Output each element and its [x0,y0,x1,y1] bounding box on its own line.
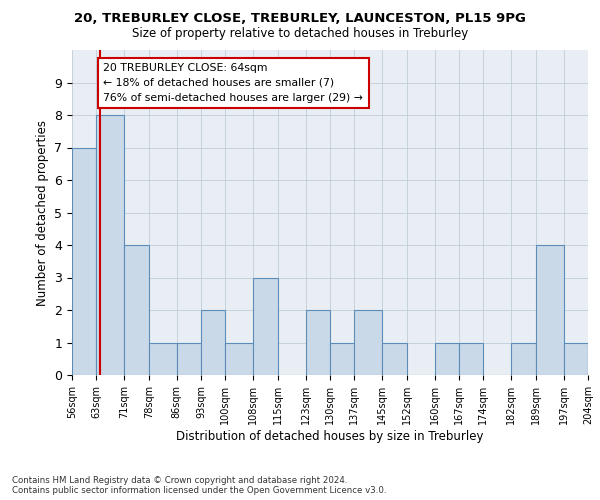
Bar [97,115,124,375]
Bar [176,342,201,375]
Bar [124,245,149,375]
Bar [330,342,355,375]
Bar [226,342,253,375]
Bar [253,278,278,375]
Bar [563,342,588,375]
Bar [355,310,382,375]
Bar [536,245,563,375]
Y-axis label: Number of detached properties: Number of detached properties [36,120,49,306]
Text: 20, TREBURLEY CLOSE, TREBURLEY, LAUNCESTON, PL15 9PG: 20, TREBURLEY CLOSE, TREBURLEY, LAUNCEST… [74,12,526,26]
Bar [305,310,330,375]
Bar [588,342,600,375]
Bar [382,342,407,375]
Bar [511,342,536,375]
Text: 20 TREBURLEY CLOSE: 64sqm
← 18% of detached houses are smaller (7)
76% of semi-d: 20 TREBURLEY CLOSE: 64sqm ← 18% of detac… [103,63,363,102]
Text: Contains HM Land Registry data © Crown copyright and database right 2024.
Contai: Contains HM Land Registry data © Crown c… [12,476,386,495]
X-axis label: Distribution of detached houses by size in Treburley: Distribution of detached houses by size … [176,430,484,442]
Bar [434,342,459,375]
Bar [459,342,484,375]
Text: Size of property relative to detached houses in Treburley: Size of property relative to detached ho… [132,28,468,40]
Bar [72,148,97,375]
Bar [149,342,176,375]
Bar [201,310,226,375]
